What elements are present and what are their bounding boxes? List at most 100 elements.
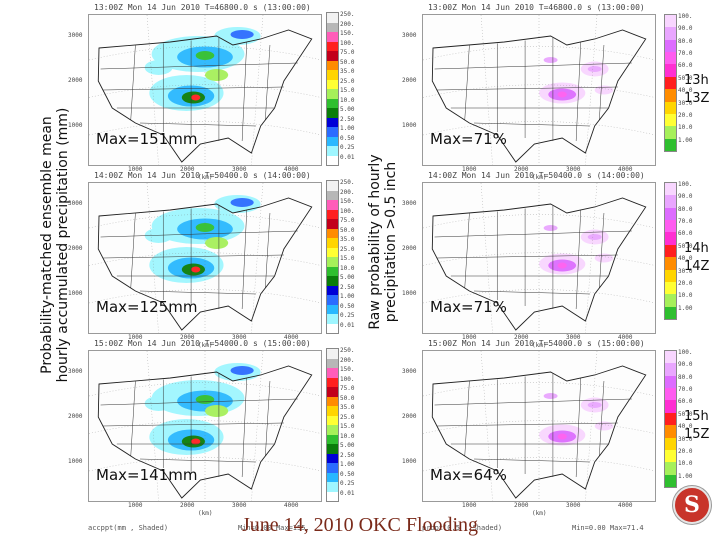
- precip-footer-field: accppt(mm , Shaded): [88, 524, 169, 532]
- colorbar-tick-label: 5.00: [340, 106, 355, 113]
- colorbar-tick-label: 0.25: [340, 144, 355, 151]
- colorbar-tick-label: 0.50: [340, 134, 355, 142]
- colorbar-tick-label: 2.50: [340, 115, 355, 123]
- colorbar-swatch: [327, 98, 338, 108]
- x-axis-unit: (km): [532, 342, 547, 349]
- colorbar-swatch: [327, 127, 338, 137]
- probability-max-label: Max=71%: [430, 298, 507, 316]
- colorbar-tick-label: 5.00: [340, 442, 355, 449]
- x-tick-label: 3000: [232, 166, 247, 173]
- colorbar-tick-label: 50.0: [340, 58, 355, 66]
- colorbar-swatch: [327, 32, 338, 42]
- colorbar-tick-label: 0.50: [340, 302, 355, 310]
- colorbar-swatch: [665, 462, 676, 475]
- colorbar-swatch: [327, 13, 338, 23]
- colorbar-tick-label: 100.: [340, 375, 355, 383]
- colorbar-tick-label: 150.: [340, 366, 355, 373]
- precip-map: [88, 182, 322, 334]
- colorbar-tick-label: 100.: [678, 349, 693, 356]
- x-tick-label: 4000: [618, 166, 633, 173]
- x-tick-label: 1000: [462, 166, 477, 173]
- y-tick-label: 2000: [68, 77, 83, 84]
- colorbar-swatch: [327, 472, 338, 482]
- colorbar-swatch: [327, 368, 338, 378]
- colorbar-tick-label: 40.0: [678, 87, 693, 95]
- probability-max-label: Max=71%: [430, 130, 507, 148]
- colorbar-tick-label: 75.0: [340, 217, 355, 224]
- colorbar-tick-label: 20.0: [678, 279, 693, 287]
- colorbar-tick-label: 2.50: [340, 451, 355, 459]
- colorbar-swatch: [665, 269, 676, 282]
- colorbar-swatch: [327, 453, 338, 463]
- x-tick-label: 4000: [618, 502, 633, 509]
- x-tick-label: 4000: [618, 334, 633, 341]
- x-axis-unit: (km): [198, 174, 213, 181]
- x-tick-label: 2000: [180, 502, 195, 509]
- colorbar-tick-label: 80.0: [678, 373, 693, 381]
- colorbar-tick-label: 40.0: [678, 423, 693, 431]
- x-axis-unit: (km): [198, 510, 213, 517]
- x-tick-label: 2000: [180, 334, 195, 341]
- colorbar-swatch: [665, 113, 676, 127]
- colorbar-tick-label: 200.: [340, 356, 355, 364]
- time-label: 15h 15Z: [684, 409, 710, 442]
- colorbar-tick-label: 15.0: [340, 423, 355, 430]
- colorbar-swatch: [327, 415, 338, 425]
- colorbar-tick-label: 0.50: [340, 470, 355, 478]
- precip-footer-range: Min=0.00 Max=155.: [238, 524, 310, 532]
- colorbar-swatch: [665, 207, 676, 221]
- colorbar-tick-label: 60.0: [678, 230, 693, 238]
- map-header: 13:00Z Mon 14 Jun 2010 T=46800.0 s (13:0…: [428, 3, 645, 12]
- colorbar-swatch: [665, 126, 676, 139]
- colorbar-swatch: [327, 387, 338, 397]
- colorbar-tick-label: 50.0: [678, 242, 693, 250]
- colorbar-tick-label: 1.00: [678, 304, 693, 312]
- colorbar-swatch: [327, 146, 338, 156]
- colorbar-swatch: [665, 15, 676, 28]
- colorbar-swatch: [327, 482, 338, 492]
- colorbar-tick-label: 70.0: [678, 50, 693, 58]
- colorbar-tick-label: 100.: [678, 13, 693, 20]
- colorbar-swatch: [327, 22, 338, 32]
- colorbar-swatch: [327, 349, 338, 359]
- colorbar-tick-label: 50.0: [340, 226, 355, 234]
- colorbar-swatch: [665, 195, 676, 208]
- y-tick-label: 1000: [402, 122, 417, 129]
- y-tick-label: 3000: [402, 200, 417, 207]
- precip-colorbar: [326, 12, 339, 166]
- colorbar-swatch: [327, 358, 338, 368]
- colorbar-swatch: [327, 41, 338, 51]
- y-tick-label: 2000: [402, 77, 417, 84]
- y-tick-label: 1000: [68, 290, 83, 297]
- probability-colorbar: [664, 182, 677, 320]
- precip-max-label: Max=125mm: [96, 298, 198, 316]
- colorbar-swatch: [665, 400, 676, 413]
- colorbar-swatch: [665, 351, 676, 364]
- colorbar-swatch: [327, 117, 338, 127]
- x-tick-label: 4000: [284, 502, 299, 509]
- colorbar-tick-label: 35.0: [340, 68, 355, 75]
- colorbar-tick-label: 10.0: [678, 460, 693, 468]
- x-tick-label: 4000: [284, 334, 299, 341]
- colorbar-tick-label: 35.0: [340, 236, 355, 243]
- y-tick-label: 1000: [68, 458, 83, 465]
- y-tick-label: 2000: [68, 413, 83, 420]
- colorbar-tick-label: 0.25: [340, 480, 355, 487]
- probability-colorbar: [664, 14, 677, 152]
- colorbar-swatch: [665, 412, 676, 426]
- y-tick-label: 3000: [402, 32, 417, 39]
- colorbar-swatch: [327, 285, 338, 295]
- colorbar-swatch: [327, 247, 338, 257]
- colorbar-swatch: [327, 444, 338, 454]
- colorbar-swatch: [665, 76, 676, 90]
- y-tick-label: 1000: [402, 458, 417, 465]
- y-tick-label: 3000: [68, 368, 83, 375]
- colorbar-swatch: [327, 136, 338, 146]
- colorbar-tick-label: 0.01: [340, 489, 355, 497]
- colorbar-swatch: [665, 89, 676, 102]
- x-tick-label: 3000: [232, 502, 247, 509]
- colorbar-tick-label: 200.: [340, 20, 355, 28]
- precip-colorbar: [326, 348, 339, 502]
- precip-colorbar: [326, 180, 339, 334]
- precip-map: [88, 14, 322, 166]
